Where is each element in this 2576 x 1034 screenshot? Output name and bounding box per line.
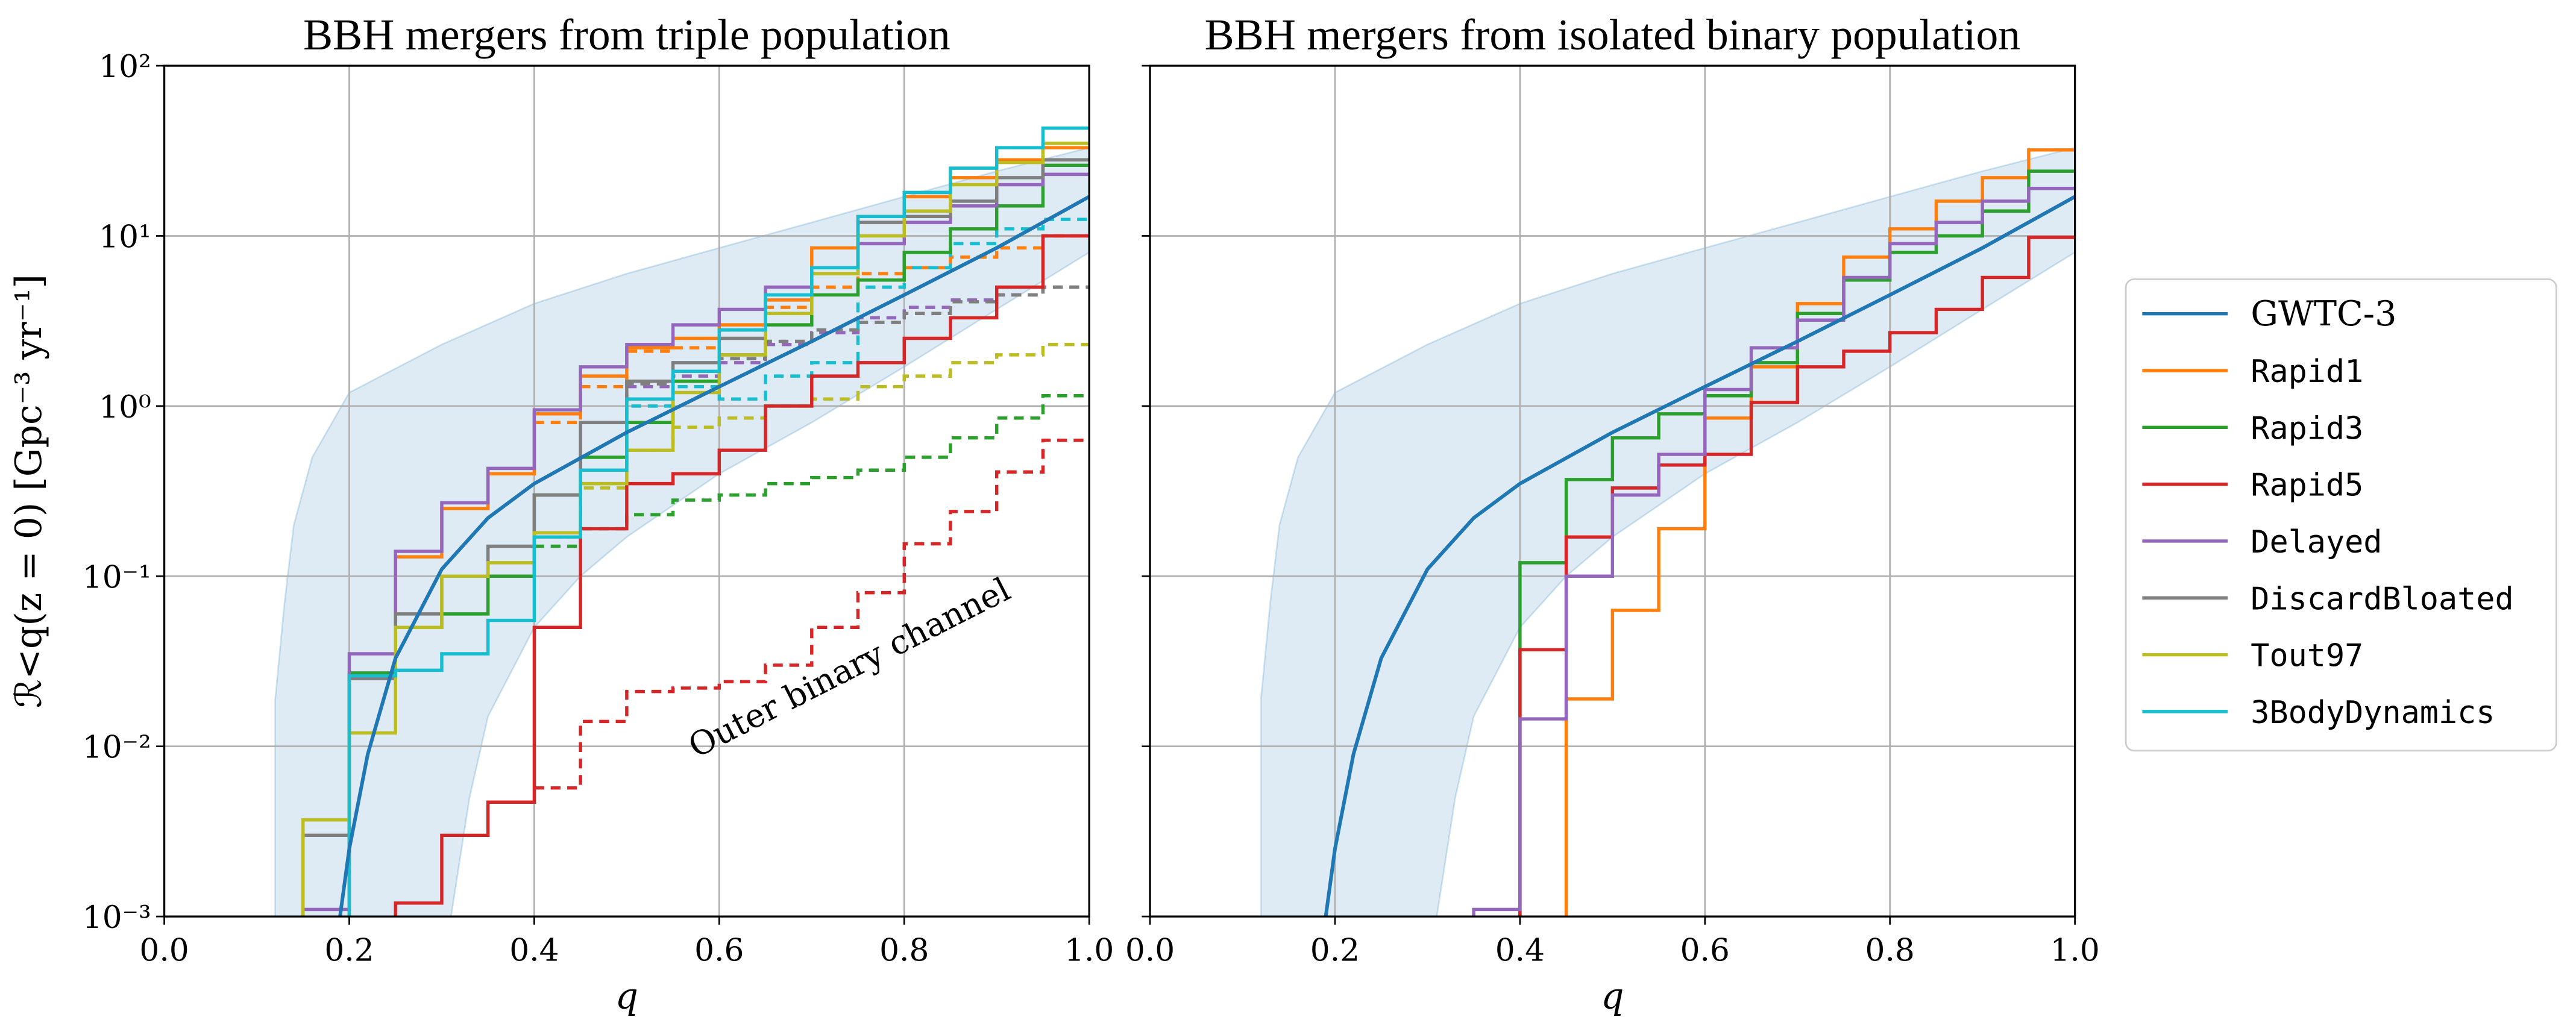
axes-frame [163, 64, 1090, 918]
legend-label: Delayed [2251, 524, 2382, 560]
legend-box [2125, 278, 2557, 752]
x-tick-label: 0.2 [1310, 933, 1360, 969]
legend-label: Rapid1 [2251, 354, 2363, 390]
outer-channel-step [534, 438, 1090, 790]
x-tick-label: 0.2 [324, 933, 374, 969]
step-line [1472, 187, 2075, 917]
legend-label: GWTC-3 [2251, 294, 2396, 334]
plot-area [164, 66, 1090, 917]
step-line [1564, 148, 2075, 917]
y-tick-label: 10⁻² [83, 730, 151, 766]
gwtc3-line [338, 195, 1090, 917]
y-tick-label: 10⁻¹ [83, 559, 151, 595]
x-tick-label: 1.0 [1064, 933, 1114, 969]
x-tick-label: 0.0 [1125, 933, 1175, 969]
legend-label: Rapid3 [2251, 410, 2363, 446]
legend-label: Tout97 [2251, 638, 2363, 674]
x-axis-label: q [615, 976, 638, 1018]
x-tick-label: 0.0 [139, 933, 189, 969]
gwtc3-line [1324, 195, 2075, 917]
y-tick-label: 10¹ [99, 219, 151, 255]
legend-label: DiscardBloated [2251, 581, 2513, 617]
plot-area [1150, 66, 2075, 917]
x-tick-label: 0.6 [694, 933, 744, 969]
y-tick-label: 10² [99, 49, 151, 85]
chart-title: BBH mergers from isolated binary populat… [1205, 10, 2020, 59]
x-tick-label: 1.0 [2050, 933, 2099, 969]
step-line [1518, 169, 2075, 917]
x-tick-label: 0.8 [879, 933, 929, 969]
x-tick-label: 0.4 [509, 933, 559, 969]
x-tick-label: 0.6 [1680, 933, 1730, 969]
x-tick-label: 0.8 [1865, 933, 1915, 969]
annotation: Outer binary channel [682, 570, 1016, 766]
axes-frame [1149, 64, 2076, 918]
y-axis-label: ℛ<q(z = 0) [Gpc⁻³ yr⁻¹] [8, 274, 50, 708]
step-line [394, 234, 1090, 917]
x-axis-label: q [1601, 976, 1624, 1018]
x-tick-label: 0.4 [1495, 933, 1545, 969]
legend: GWTC-3 Rapid1 Rapid3 Rapid5 Delayed DiscardBl… [2125, 278, 2557, 752]
legend-label: 3BodyDynamics [2251, 695, 2495, 731]
chart-title: BBH mergers from triple population [303, 10, 950, 59]
step-line [347, 126, 1090, 917]
y-tick-label: 10⁻³ [83, 900, 151, 936]
y-tick-label: 10⁰ [99, 389, 151, 425]
legend-label: Rapid5 [2251, 468, 2363, 504]
